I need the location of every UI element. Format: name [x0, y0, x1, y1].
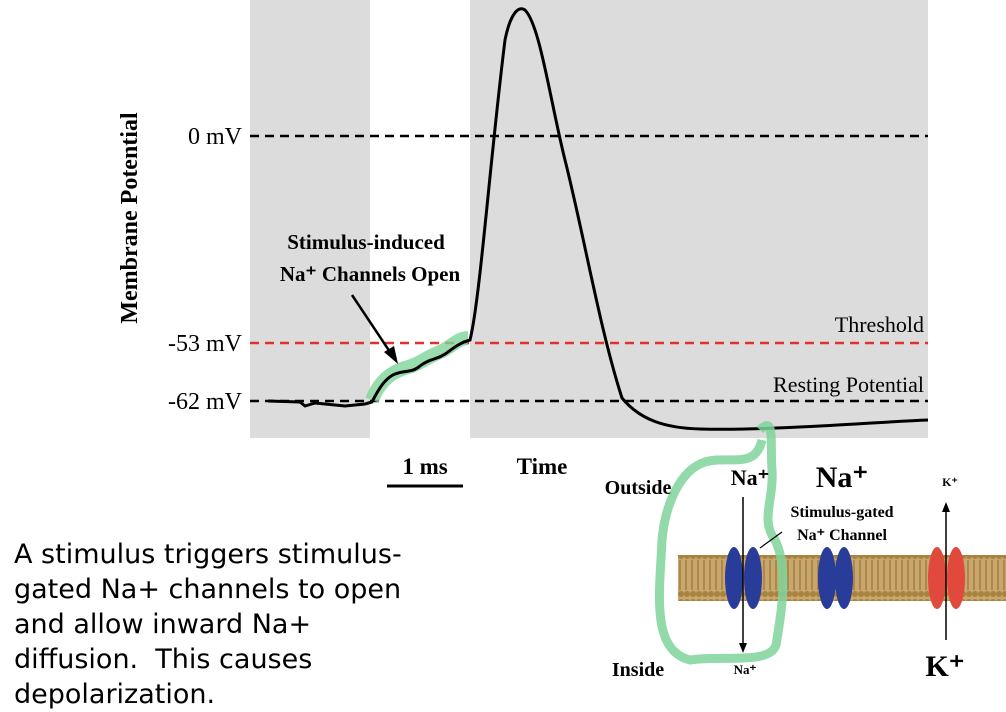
ion-label: Na⁺ — [734, 662, 757, 677]
ion-label: Na⁺ — [816, 461, 869, 494]
scale-label: 1 ms — [402, 454, 447, 479]
channel-label: Na⁺ Channel — [797, 527, 887, 544]
ion-label: K⁺ — [942, 475, 958, 489]
arrowhead — [384, 346, 398, 364]
threshold-label: Threshold — [835, 312, 924, 337]
caption-line: diffusion. This causes — [14, 644, 312, 675]
annotation: Stimulus-induced — [287, 230, 445, 254]
resting-label: Resting Potential — [773, 372, 924, 397]
channel-pointer — [759, 531, 783, 549]
na-channel — [835, 547, 853, 609]
inside-label: Inside — [612, 659, 664, 681]
channel-label: Stimulus-gated — [790, 504, 893, 521]
level-label: -62 mV — [168, 389, 243, 415]
outside-label: Outside — [605, 477, 672, 499]
level-label: 0 mV — [188, 124, 243, 150]
na-channel — [744, 547, 762, 609]
level-label: -53 mV — [168, 331, 243, 357]
na-channel — [725, 547, 743, 609]
x-axis-label: Time — [517, 454, 568, 479]
caption: A stimulus triggers stimulus- gated Na+ … — [14, 539, 402, 710]
caption-line: A stimulus triggers stimulus- — [14, 539, 402, 570]
annotation: Na⁺ Channels Open — [280, 262, 461, 286]
background-panel — [250, 0, 370, 438]
action-potential-curve — [267, 7, 929, 431]
k-channel — [928, 547, 946, 609]
k-channel — [947, 547, 965, 609]
highlight — [654, 421, 788, 665]
caption-line: gated Na+ channels to open — [14, 574, 401, 605]
graph: Membrane Potential 0 mV -53 mV -62 mV Th… — [117, 0, 929, 488]
annotation-arrow — [350, 294, 394, 356]
caption-line: depolarization. — [14, 679, 215, 710]
na-channel — [818, 547, 836, 609]
arrowhead — [739, 643, 747, 653]
arrowhead — [942, 502, 950, 512]
membrane-diagram: Outside Inside Na⁺ Na⁺ K⁺ Na⁺ K⁺ Stimulu… — [605, 421, 1006, 683]
caption-line: and allow inward Na+ — [14, 609, 311, 640]
ion-label: Na⁺ — [731, 465, 770, 490]
ion-label: K⁺ — [925, 650, 964, 683]
y-axis-label: Membrane Potential — [117, 112, 143, 324]
